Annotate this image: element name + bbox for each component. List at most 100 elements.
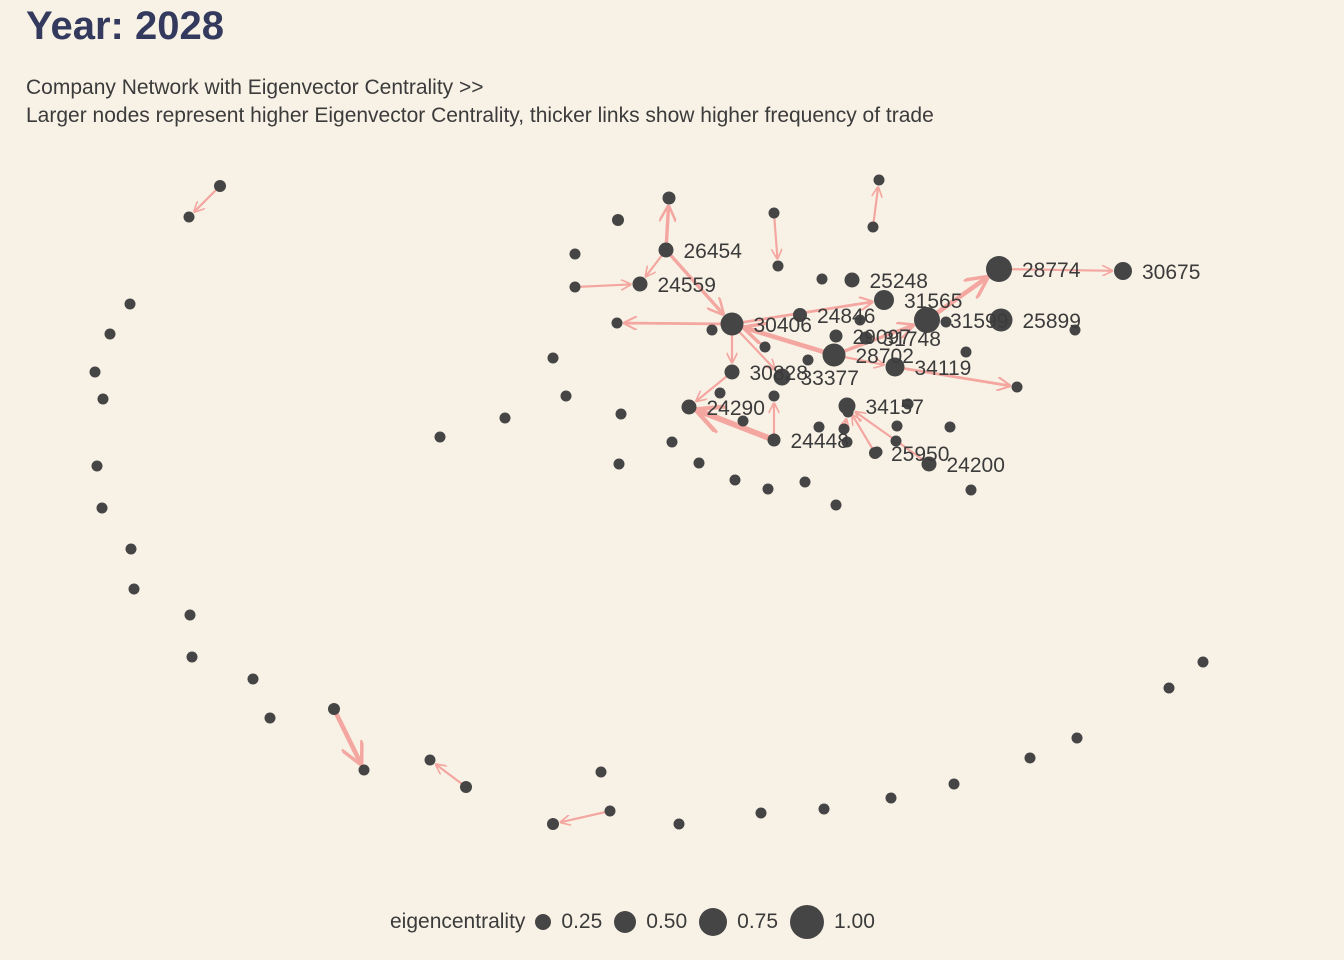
node-u_ae[interactable] <box>729 474 741 486</box>
node-u_u[interactable] <box>569 248 581 260</box>
node-u_aj[interactable] <box>737 415 749 427</box>
node-n29097[interactable] <box>829 329 843 343</box>
node-u_az[interactable] <box>247 673 259 685</box>
node-u_bs[interactable] <box>802 354 814 366</box>
node-u_ab[interactable] <box>666 436 678 448</box>
node-u_bj[interactable] <box>1163 682 1175 694</box>
node-u_l[interactable] <box>328 703 340 715</box>
node-u_g[interactable] <box>183 211 195 223</box>
node-u_be[interactable] <box>818 803 830 815</box>
node-n24846[interactable] <box>793 308 807 322</box>
node-u_aq[interactable] <box>104 328 116 340</box>
legend: eigencentrality 0.25 0.50 0.75 1.00 <box>390 900 887 944</box>
node-u_bq[interactable] <box>706 324 718 336</box>
node-u_b[interactable] <box>569 281 581 293</box>
node-u_au[interactable] <box>96 502 108 514</box>
node-u_bf[interactable] <box>885 792 897 804</box>
node-u_at[interactable] <box>91 460 103 472</box>
node-u_bc[interactable] <box>673 818 685 830</box>
node-n30828[interactable] <box>724 364 740 380</box>
node-u_v[interactable] <box>816 273 828 285</box>
node-u_e[interactable] <box>1011 381 1023 393</box>
node-u_bo[interactable] <box>890 435 902 447</box>
node-u_n[interactable] <box>460 781 472 793</box>
node-n30406[interactable] <box>720 312 744 336</box>
node-u_ai[interactable] <box>714 387 726 399</box>
edge-u_l-u_m <box>331 706 361 763</box>
node-n28774[interactable] <box>986 256 1012 282</box>
node-u_r[interactable] <box>838 423 850 435</box>
node-u_x[interactable] <box>560 390 572 402</box>
legend-label: 0.50 <box>646 910 688 933</box>
node-u_bm[interactable] <box>871 446 883 458</box>
node-n30675[interactable] <box>1114 262 1132 280</box>
node-label-n30675: 30675 <box>1142 261 1200 284</box>
node-u_y[interactable] <box>499 412 511 424</box>
node-n31565[interactable] <box>874 290 894 310</box>
node-u_bl[interactable] <box>841 436 853 448</box>
node-u_q[interactable] <box>547 818 559 830</box>
node-u_ah[interactable] <box>830 499 842 511</box>
node-u_c[interactable] <box>611 317 623 329</box>
node-n24200[interactable] <box>921 456 937 472</box>
node-u_ak[interactable] <box>960 346 972 358</box>
node-u_al[interactable] <box>944 421 956 433</box>
node-u_a[interactable] <box>662 191 676 205</box>
node-u_bp[interactable] <box>813 421 825 433</box>
node-u_am[interactable] <box>891 420 903 432</box>
node-u_m[interactable] <box>358 764 370 776</box>
node-n31599[interactable] <box>914 307 940 333</box>
node-u_bb[interactable] <box>595 766 607 778</box>
node-u_f[interactable] <box>214 180 226 192</box>
node-u_ac[interactable] <box>693 457 705 469</box>
node-u_bn[interactable] <box>902 398 914 410</box>
node-n33377[interactable] <box>773 368 791 386</box>
node-n31748[interactable] <box>859 331 873 345</box>
node-u_an[interactable] <box>1069 324 1081 336</box>
node-u_ay[interactable] <box>186 651 198 663</box>
node-u_ax[interactable] <box>184 609 196 621</box>
node-u_ba[interactable] <box>264 712 276 724</box>
node-u_ao[interactable] <box>965 484 977 496</box>
node-u_z[interactable] <box>434 431 446 443</box>
node-n26454[interactable] <box>658 242 674 258</box>
node-u_h[interactable] <box>768 207 780 219</box>
node-u_d[interactable] <box>768 390 780 402</box>
node-n25899[interactable] <box>989 308 1013 332</box>
node-u_ap[interactable] <box>124 298 136 310</box>
node-u_bu[interactable] <box>940 316 952 328</box>
node-u_i[interactable] <box>772 260 784 272</box>
node-u_o[interactable] <box>424 754 436 766</box>
node-u_p[interactable] <box>604 805 616 817</box>
edge-u_h-u_i <box>774 211 777 259</box>
edge-u_p-u_q <box>561 809 612 822</box>
node-n28702[interactable] <box>822 343 846 367</box>
node-u_aw[interactable] <box>128 583 140 595</box>
node-u_aa[interactable] <box>615 408 627 420</box>
node-u_j[interactable] <box>867 221 879 233</box>
node-u_ag[interactable] <box>799 476 811 488</box>
node-n25248[interactable] <box>844 272 860 288</box>
subtitle-line-1: Company Network with Eigenvector Central… <box>26 76 484 99</box>
node-u_av[interactable] <box>125 543 137 555</box>
node-u_ad[interactable] <box>613 458 625 470</box>
node-u_ar[interactable] <box>89 366 101 378</box>
node-u_s[interactable] <box>842 406 854 418</box>
node-u_as[interactable] <box>97 393 109 405</box>
node-label-n33377: 33377 <box>801 367 859 390</box>
node-u_bt[interactable] <box>854 314 866 326</box>
node-n24559[interactable] <box>632 276 648 292</box>
node-n34119[interactable] <box>885 357 905 377</box>
node-u_bk[interactable] <box>1197 656 1209 668</box>
node-u_br[interactable] <box>759 341 771 353</box>
node-u_t[interactable] <box>612 214 624 226</box>
node-u_w[interactable] <box>547 352 559 364</box>
node-u_af[interactable] <box>762 483 774 495</box>
node-u_bd[interactable] <box>755 807 767 819</box>
node-u_k[interactable] <box>873 174 885 186</box>
node-n24290[interactable] <box>681 399 697 415</box>
node-u_bi[interactable] <box>1071 732 1083 744</box>
node-u_bg[interactable] <box>948 778 960 790</box>
node-n24448[interactable] <box>767 433 781 447</box>
node-u_bh[interactable] <box>1024 752 1036 764</box>
